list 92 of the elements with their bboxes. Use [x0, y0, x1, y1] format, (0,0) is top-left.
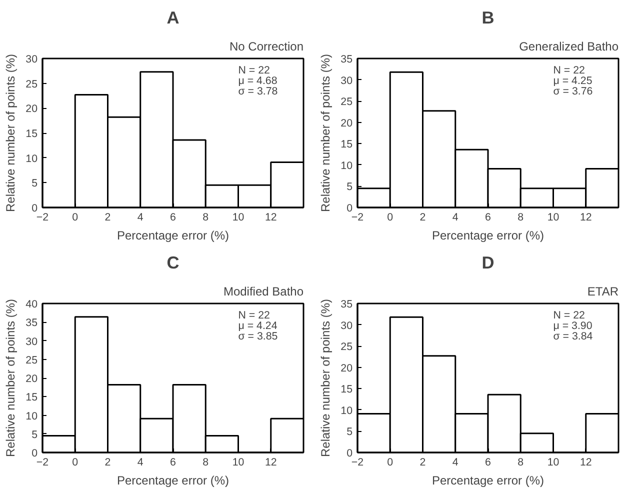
y-tick-label: 20: [340, 362, 353, 374]
chart-subtitle: No Correction: [229, 40, 304, 54]
y-tick-label: 10: [26, 152, 38, 165]
chart-title: B: [482, 8, 494, 28]
y-tick-label: 20: [340, 117, 353, 130]
x-tick-label: 8: [518, 456, 524, 468]
y-tick-label: 15: [340, 384, 353, 396]
y-tick-label: 25: [340, 96, 353, 108]
y-tick-label: 25: [26, 78, 38, 90]
x-axis-title: Percentage error (%): [116, 474, 230, 488]
x-tick-label: −2: [351, 456, 364, 468]
y-tick-label: 10: [26, 410, 38, 422]
annotation: μ = 4.68: [238, 74, 278, 87]
x-tick-label: 2: [104, 212, 111, 224]
y-tick-label: 35: [26, 317, 38, 330]
x-tick-label: 6: [170, 212, 176, 224]
x-tick-label: 12: [264, 456, 277, 468]
annotation: N = 22: [553, 64, 586, 76]
x-tick-label: 12: [264, 212, 277, 224]
y-tick-label: 0: [32, 202, 38, 214]
chart-title: A: [166, 8, 180, 28]
x-tick-label: 0: [72, 212, 78, 224]
x-tick-label: 6: [485, 456, 492, 468]
y-tick-label: 5: [32, 428, 38, 441]
x-tick-label: −2: [36, 456, 49, 468]
x-tick-label: 10: [232, 212, 244, 224]
x-tick-label: 0: [72, 456, 78, 468]
annotation: μ = 3.90: [553, 320, 592, 332]
y-tick-label: 15: [26, 392, 38, 404]
annotation: N = 22: [238, 64, 270, 76]
x-axis-title: Percentage error (%): [116, 228, 230, 242]
y-tick-label: 20: [26, 103, 38, 116]
x-tick-label: 0: [387, 212, 394, 224]
y-tick-label: 35: [340, 298, 353, 310]
y-tick-label: 30: [340, 320, 353, 332]
x-tick-label: 4: [452, 456, 458, 468]
y-tick-label: 0: [346, 202, 353, 214]
x-tick-label: 4: [137, 212, 144, 224]
x-tick-label: 8: [518, 212, 524, 224]
x-axis-title: Percentage error (%): [432, 228, 544, 242]
annotation: μ = 4.25: [553, 74, 592, 87]
chart-title: C: [166, 252, 180, 272]
x-tick-label: −2: [351, 212, 364, 224]
y-tick-label: 0: [32, 448, 38, 460]
x-tick-label: 4: [452, 212, 458, 224]
annotation: σ = 3.84: [553, 330, 593, 342]
y-tick-label: 5: [346, 426, 353, 438]
x-axis-title: Percentage error (%): [432, 474, 544, 488]
annotation: σ = 3.85: [238, 330, 278, 342]
annotation: σ = 3.78: [238, 85, 278, 98]
y-tick-label: 30: [340, 74, 353, 87]
x-tick-label: 2: [104, 456, 111, 468]
chart-title: D: [482, 252, 494, 272]
y-tick-label: 30: [26, 54, 38, 66]
y-axis-title: Relative number of points (%): [4, 54, 18, 212]
annotation: μ = 4.24: [238, 320, 278, 332]
y-tick-label: 10: [340, 404, 353, 417]
x-tick-label: 8: [202, 212, 209, 224]
y-tick-label: 15: [340, 138, 353, 151]
y-tick-label: 5: [346, 181, 353, 194]
x-tick-label: 2: [420, 212, 426, 224]
x-tick-label: 6: [170, 456, 176, 468]
x-tick-label: 4: [137, 456, 144, 468]
y-axis-title: Relative number of points (%): [318, 54, 333, 212]
x-tick-label: 10: [547, 212, 560, 224]
chart-subtitle: ETAR: [587, 284, 619, 298]
y-tick-label: 30: [26, 336, 38, 348]
x-tick-label: 6: [485, 212, 492, 224]
x-tick-label: −2: [36, 212, 49, 224]
y-tick-label: 5: [32, 178, 38, 190]
x-tick-label: 8: [202, 456, 209, 468]
y-tick-label: 20: [26, 373, 38, 385]
y-tick-label: 15: [26, 128, 38, 140]
x-tick-label: 12: [580, 456, 592, 468]
annotation: N = 22: [553, 309, 586, 322]
x-tick-label: 10: [232, 456, 244, 468]
y-tick-label: 25: [340, 341, 353, 354]
chart-subtitle: Modified Batho: [223, 284, 304, 298]
annotation: N = 22: [238, 309, 270, 322]
y-tick-label: 40: [26, 298, 38, 310]
x-tick-label: 10: [547, 456, 560, 468]
y-tick-label: 25: [26, 354, 38, 366]
chart-subtitle: Generalized Batho: [519, 40, 619, 54]
y-tick-label: 0: [346, 448, 353, 460]
annotation: σ = 3.76: [553, 85, 593, 98]
x-tick-label: 0: [387, 456, 394, 468]
x-tick-label: 2: [420, 456, 426, 468]
y-axis-title: Relative number of points (%): [4, 298, 18, 458]
y-axis-title: Relative number of points (%): [318, 298, 333, 458]
y-tick-label: 10: [340, 160, 353, 172]
y-tick-label: 35: [340, 54, 353, 66]
x-tick-label: 12: [580, 212, 592, 224]
